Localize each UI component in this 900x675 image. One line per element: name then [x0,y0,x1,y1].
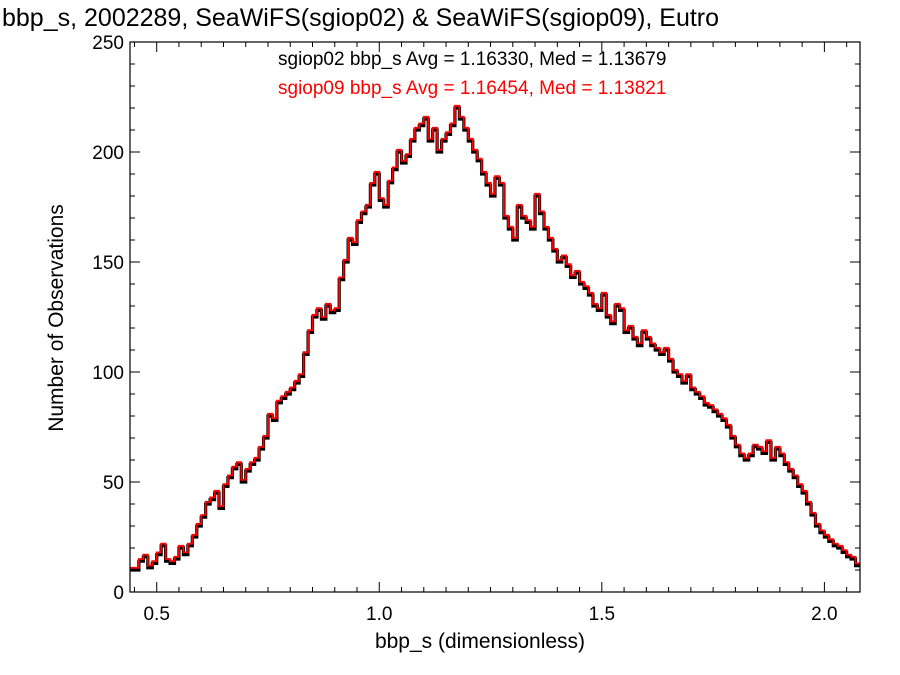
x-tick-label: 2.0 [811,604,837,625]
y-tick-label: 0 [113,583,124,604]
y-tick-label: 200 [92,143,124,164]
stats-sgiop09: sgiop09 bbp_s Avg = 1.16454, Med = 1.138… [278,78,667,99]
stats-sgiop02: sgiop02 bbp_s Avg = 1.16330, Med = 1.136… [278,49,667,70]
x-tick-label: 0.5 [143,604,169,625]
series-layer [130,104,860,572]
series-sgiop09-line [130,104,860,569]
x-tick-label: 1.5 [589,604,615,625]
x-axis-label: bbp_s (dimensionless) [374,630,586,653]
y-tick-label: 50 [103,473,124,494]
x-tick-label: 1.0 [366,604,392,625]
plot-frame [129,41,861,593]
y-axis-label: Number of Observations [45,204,68,432]
y-tick-label: 250 [92,33,124,54]
y-tick-label: 150 [92,253,124,274]
chart-title: bbp_s, 2002289, SeaWiFS(sgiop02) & SeaWi… [2,4,720,32]
axes-layer: 0.5 1.0 1.5 2.0 0 50 100 150 200 250 [92,33,861,625]
y-tick-label: 100 [92,363,124,384]
